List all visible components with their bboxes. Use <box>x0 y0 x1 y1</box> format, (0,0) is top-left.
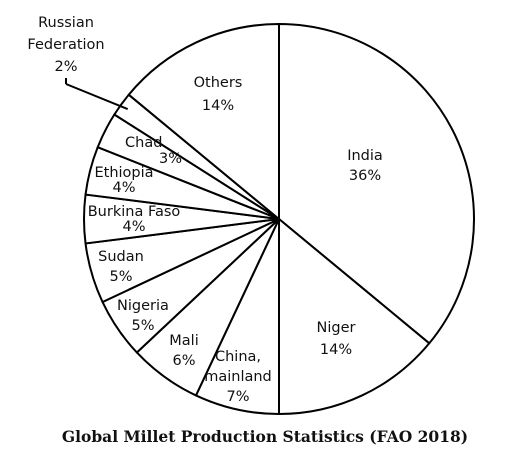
slice-label: Others <box>194 75 243 91</box>
slice-value-label: 7% <box>226 389 249 405</box>
slice-value-label: 6% <box>172 353 195 369</box>
slice-value-label: 36% <box>349 168 381 184</box>
slice-value-label: 5% <box>131 318 154 334</box>
pie-slice-india <box>278 23 475 345</box>
slice-value-label: 5% <box>109 269 132 285</box>
slice-label: Sudan <box>98 249 144 265</box>
slice-label: China, <box>215 349 261 365</box>
pie-slice-others <box>127 23 280 220</box>
slice-label: Federation <box>27 37 104 53</box>
slice-label: Nigeria <box>117 298 169 314</box>
chart-title: Global Millet Production Statistics (FAO… <box>61 427 469 446</box>
slice-value-label: 3% <box>159 151 182 167</box>
slice-label: Mali <box>169 333 198 349</box>
russia-leader-line <box>65 83 129 111</box>
slice-label: India <box>347 148 383 164</box>
pie-labels: India 36% Niger 14% China, mainland 7% Mali 6% Ni… <box>27 15 382 405</box>
slice-value-label: 14% <box>202 98 234 114</box>
slice-value-label: 14% <box>320 342 352 358</box>
slice-label: mainland <box>204 369 272 385</box>
slice-label: Niger <box>317 320 356 336</box>
slice-label: Ethiopia <box>94 165 153 181</box>
pie-slices <box>83 23 475 415</box>
slice-label: Burkina Faso <box>88 204 181 220</box>
slice-value-label: 4% <box>122 219 145 235</box>
slice-value-label: 4% <box>112 180 135 196</box>
pie-slice-niger <box>278 218 431 415</box>
slice-value-label: 2% <box>54 59 77 75</box>
slice-label: Russian <box>38 15 94 31</box>
slice-label: Chad <box>125 135 162 151</box>
